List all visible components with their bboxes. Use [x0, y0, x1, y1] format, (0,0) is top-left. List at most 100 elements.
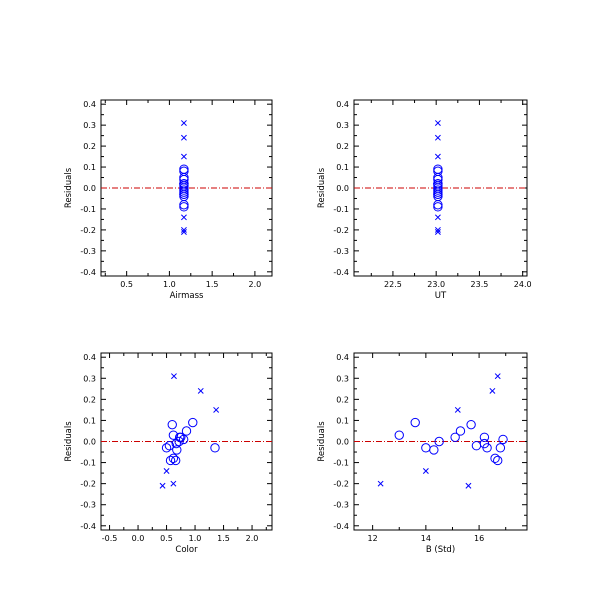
- y-tick-label: 0.0: [83, 184, 96, 193]
- data-point-circle: [179, 200, 189, 210]
- y-tick-label: 0.2: [336, 142, 349, 151]
- x-tick-label: 1.5: [217, 534, 230, 543]
- bstd-residuals-panel: -0.4 -0.3 -0.2 -0.1 0.0 0.1 0.2 0.3 0.4 12 14 16 B (…: [317, 352, 528, 555]
- x-tick-label: 0.5: [120, 280, 133, 289]
- x-axis-label: UT: [435, 291, 447, 301]
- y-tick-label: 0.0: [83, 438, 96, 447]
- y-axis-label: Residuals: [317, 167, 327, 208]
- x-tick-label: 24.0: [514, 280, 532, 289]
- data-point-circle: [482, 443, 492, 453]
- x-tick-label: 14: [421, 534, 431, 543]
- data-point-circle: [179, 179, 189, 189]
- data-point-circle: [479, 432, 490, 442]
- y-tick-label: 0.3: [83, 121, 96, 130]
- data-point-cross: [180, 229, 187, 235]
- data-point-circle: [181, 426, 192, 436]
- y-tick-label: -0.1: [80, 459, 96, 468]
- y-axis-label: Residuals: [64, 421, 74, 462]
- data-point-cross: [213, 406, 220, 413]
- data-point-circle: [433, 189, 443, 199]
- y-tick-label: 0.3: [83, 374, 96, 383]
- data-point-cross: [180, 214, 187, 221]
- data-point-circle: [434, 436, 444, 447]
- data-point-circle: [165, 455, 176, 466]
- x-tick-label: 23.5: [471, 280, 489, 289]
- data-point-cross: [434, 214, 441, 221]
- y-tick-label: -0.4: [80, 522, 96, 531]
- data-point-circle: [433, 200, 443, 210]
- y-tick-label: -0.1: [333, 205, 349, 214]
- data-point-cross: [180, 226, 187, 233]
- y-tick-label: 0.4: [336, 353, 349, 362]
- y-axis-label: Residuals: [64, 167, 74, 208]
- y-tick-label: 0.1: [83, 416, 96, 425]
- data-point-circle: [168, 430, 179, 440]
- x-tick-label: 16: [474, 534, 484, 543]
- data-point-circle: [168, 453, 179, 464]
- x-tick-label: -0.5: [102, 534, 118, 543]
- data-point-circle: [210, 443, 220, 453]
- y-tick-label: -0.1: [333, 459, 349, 468]
- data-point-circle: [433, 179, 443, 189]
- x-tick-label: 1.5: [206, 280, 219, 289]
- y-tick-label: 0.2: [83, 395, 96, 404]
- y-tick-label: -0.2: [80, 226, 96, 235]
- data-point-circle: [490, 453, 500, 464]
- data-point-circle: [455, 426, 466, 436]
- y-tick-label: -0.2: [80, 480, 96, 489]
- y-tick-label: 0.1: [336, 416, 349, 425]
- data-point-circle: [161, 443, 172, 453]
- y-tick-label: 0.3: [336, 121, 349, 130]
- y-tick-label: -0.3: [80, 501, 96, 510]
- y-tick-label: -0.3: [333, 501, 349, 510]
- data-point-cross: [434, 120, 441, 127]
- y-tick-label: -0.2: [333, 480, 349, 489]
- data-point-circle: [164, 441, 175, 451]
- y-tick-label: -0.2: [333, 226, 349, 235]
- x-axis-label: Color: [175, 545, 198, 555]
- data-point-cross: [377, 480, 384, 487]
- data-point-cross: [180, 134, 187, 141]
- data-point-circle: [498, 434, 508, 445]
- x-tick-label: 12: [368, 534, 378, 543]
- data-point-cross: [171, 373, 177, 380]
- y-tick-label: 0.0: [336, 438, 349, 447]
- x-tick-label: 1.0: [163, 280, 176, 289]
- x-tick-label: 23.0: [427, 280, 445, 289]
- y-tick-label: 0.4: [83, 353, 96, 362]
- x-tick-label: 2.0: [249, 280, 262, 289]
- y-tick-label: 0.4: [336, 100, 349, 109]
- y-tick-label: 0.4: [83, 100, 96, 109]
- x-tick-label: 0.5: [160, 534, 173, 543]
- data-point-cross: [454, 406, 461, 413]
- data-point-circle: [167, 419, 177, 430]
- y-tick-label: -0.3: [80, 247, 96, 256]
- data-point-circle: [433, 202, 443, 212]
- x-axis-label: Airmass: [170, 291, 204, 301]
- data-point-cross: [494, 373, 501, 380]
- data-point-cross: [434, 134, 441, 141]
- data-point-circle: [433, 164, 443, 174]
- y-tick-label: 0.1: [83, 163, 96, 172]
- color-residuals-panel: -0.4 -0.3 -0.2 -0.1 0.0 0.1 0.2 0.3 0.4 -0.5 0.0 0.…: [64, 352, 273, 555]
- data-point-circle: [179, 202, 189, 212]
- airmass-residuals-panel: -0.4 -0.3 -0.2 -0.1 0.0 0.1 0.2 0.3 0.4 0.5 1.0 1.5…: [64, 99, 273, 301]
- ut-residuals-panel: -0.4 -0.3 -0.2 -0.1 0.0 0.1 0.2 0.3 0.4 22.5 23.0 2…: [317, 99, 532, 301]
- data-point-cross: [197, 387, 204, 394]
- y-tick-label: -0.4: [333, 268, 349, 277]
- data-point-circle: [466, 419, 476, 430]
- data-point-circle: [450, 432, 460, 442]
- data-point-circle: [493, 455, 503, 466]
- data-point-cross: [489, 387, 496, 394]
- data-point-circle: [179, 164, 189, 174]
- x-axis-label: B (Std): [426, 545, 455, 555]
- data-point-cross: [422, 468, 429, 474]
- data-point-cross: [434, 153, 441, 160]
- y-tick-label: 0.2: [83, 142, 96, 151]
- data-point-cross: [159, 482, 166, 489]
- x-tick-label: 22.5: [384, 280, 402, 289]
- data-point-cross: [434, 229, 441, 235]
- data-point-cross: [465, 482, 472, 489]
